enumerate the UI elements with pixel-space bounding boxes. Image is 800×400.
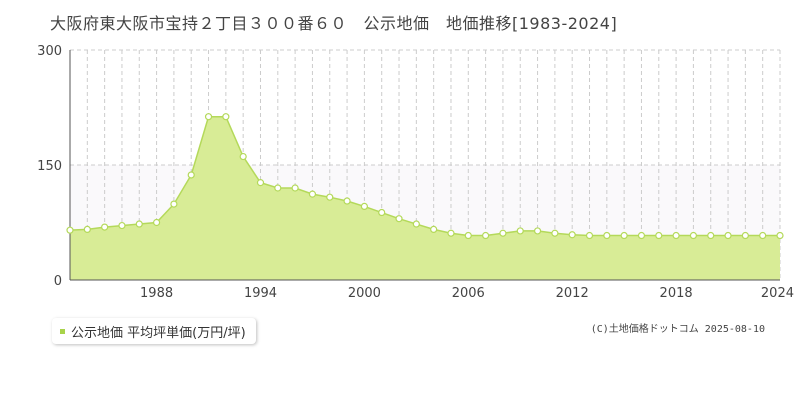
data-point <box>759 231 767 240</box>
data-point <box>689 231 698 240</box>
data-point <box>637 231 646 240</box>
data-point <box>741 231 749 240</box>
data-point <box>655 231 663 240</box>
y-tick-label: 300 <box>37 44 62 59</box>
data-point <box>204 113 213 121</box>
data-point <box>620 231 628 240</box>
data-point <box>707 231 715 240</box>
data-point <box>378 208 386 217</box>
data-point <box>343 197 351 205</box>
copyright-text: (C)土地価格ドットコム 2025-08-10 <box>590 324 765 335</box>
x-tick-label: 2006 <box>452 286 485 301</box>
data-point <box>603 231 611 240</box>
data-point <box>585 231 594 240</box>
data-point <box>776 231 784 240</box>
data-point <box>499 229 507 237</box>
x-tick-label: 2012 <box>556 286 589 301</box>
data-point <box>568 231 576 239</box>
data-point <box>152 218 161 227</box>
legend-label: 公示地価 平均坪単価(万円/坪) <box>71 325 246 341</box>
x-tick-label: 2024 <box>761 286 794 301</box>
chart-legend: 公示地価 平均坪単価(万円/坪) <box>52 318 256 344</box>
data-point <box>118 221 126 230</box>
data-point <box>291 184 299 192</box>
data-point <box>395 215 403 223</box>
data-point <box>326 193 334 201</box>
series-area <box>70 116 780 280</box>
data-point <box>66 226 74 234</box>
data-point <box>447 229 455 237</box>
data-point <box>274 184 282 192</box>
data-point <box>430 225 438 233</box>
data-point <box>360 202 368 210</box>
y-tick-label: 0 <box>54 274 62 289</box>
chart-title: 大阪府東大阪市宝持２丁目３００番６０ 公示地価 地価推移[1983-2024] <box>50 14 618 33</box>
y-tick-label: 150 <box>37 159 62 174</box>
data-point <box>551 229 559 237</box>
data-point <box>83 225 91 233</box>
data-point <box>412 220 420 228</box>
data-point <box>239 152 247 161</box>
x-tick-label: 1994 <box>244 286 277 301</box>
x-tick-label: 2000 <box>348 286 381 301</box>
data-point <box>222 113 230 121</box>
data-point <box>516 227 524 235</box>
data-point <box>724 231 732 240</box>
data-point <box>187 171 195 179</box>
data-point <box>464 231 472 240</box>
data-point <box>170 200 178 208</box>
x-tick-label: 2018 <box>660 286 693 301</box>
data-point <box>672 231 680 240</box>
data-point <box>135 220 143 228</box>
data-point <box>256 179 265 187</box>
x-tick-label: 1988 <box>140 286 173 301</box>
data-point <box>482 231 490 240</box>
legend-swatch <box>60 328 65 334</box>
data-point <box>308 190 317 198</box>
data-point <box>533 227 542 235</box>
data-point <box>101 223 109 231</box>
plot-band-upper <box>70 50 780 165</box>
